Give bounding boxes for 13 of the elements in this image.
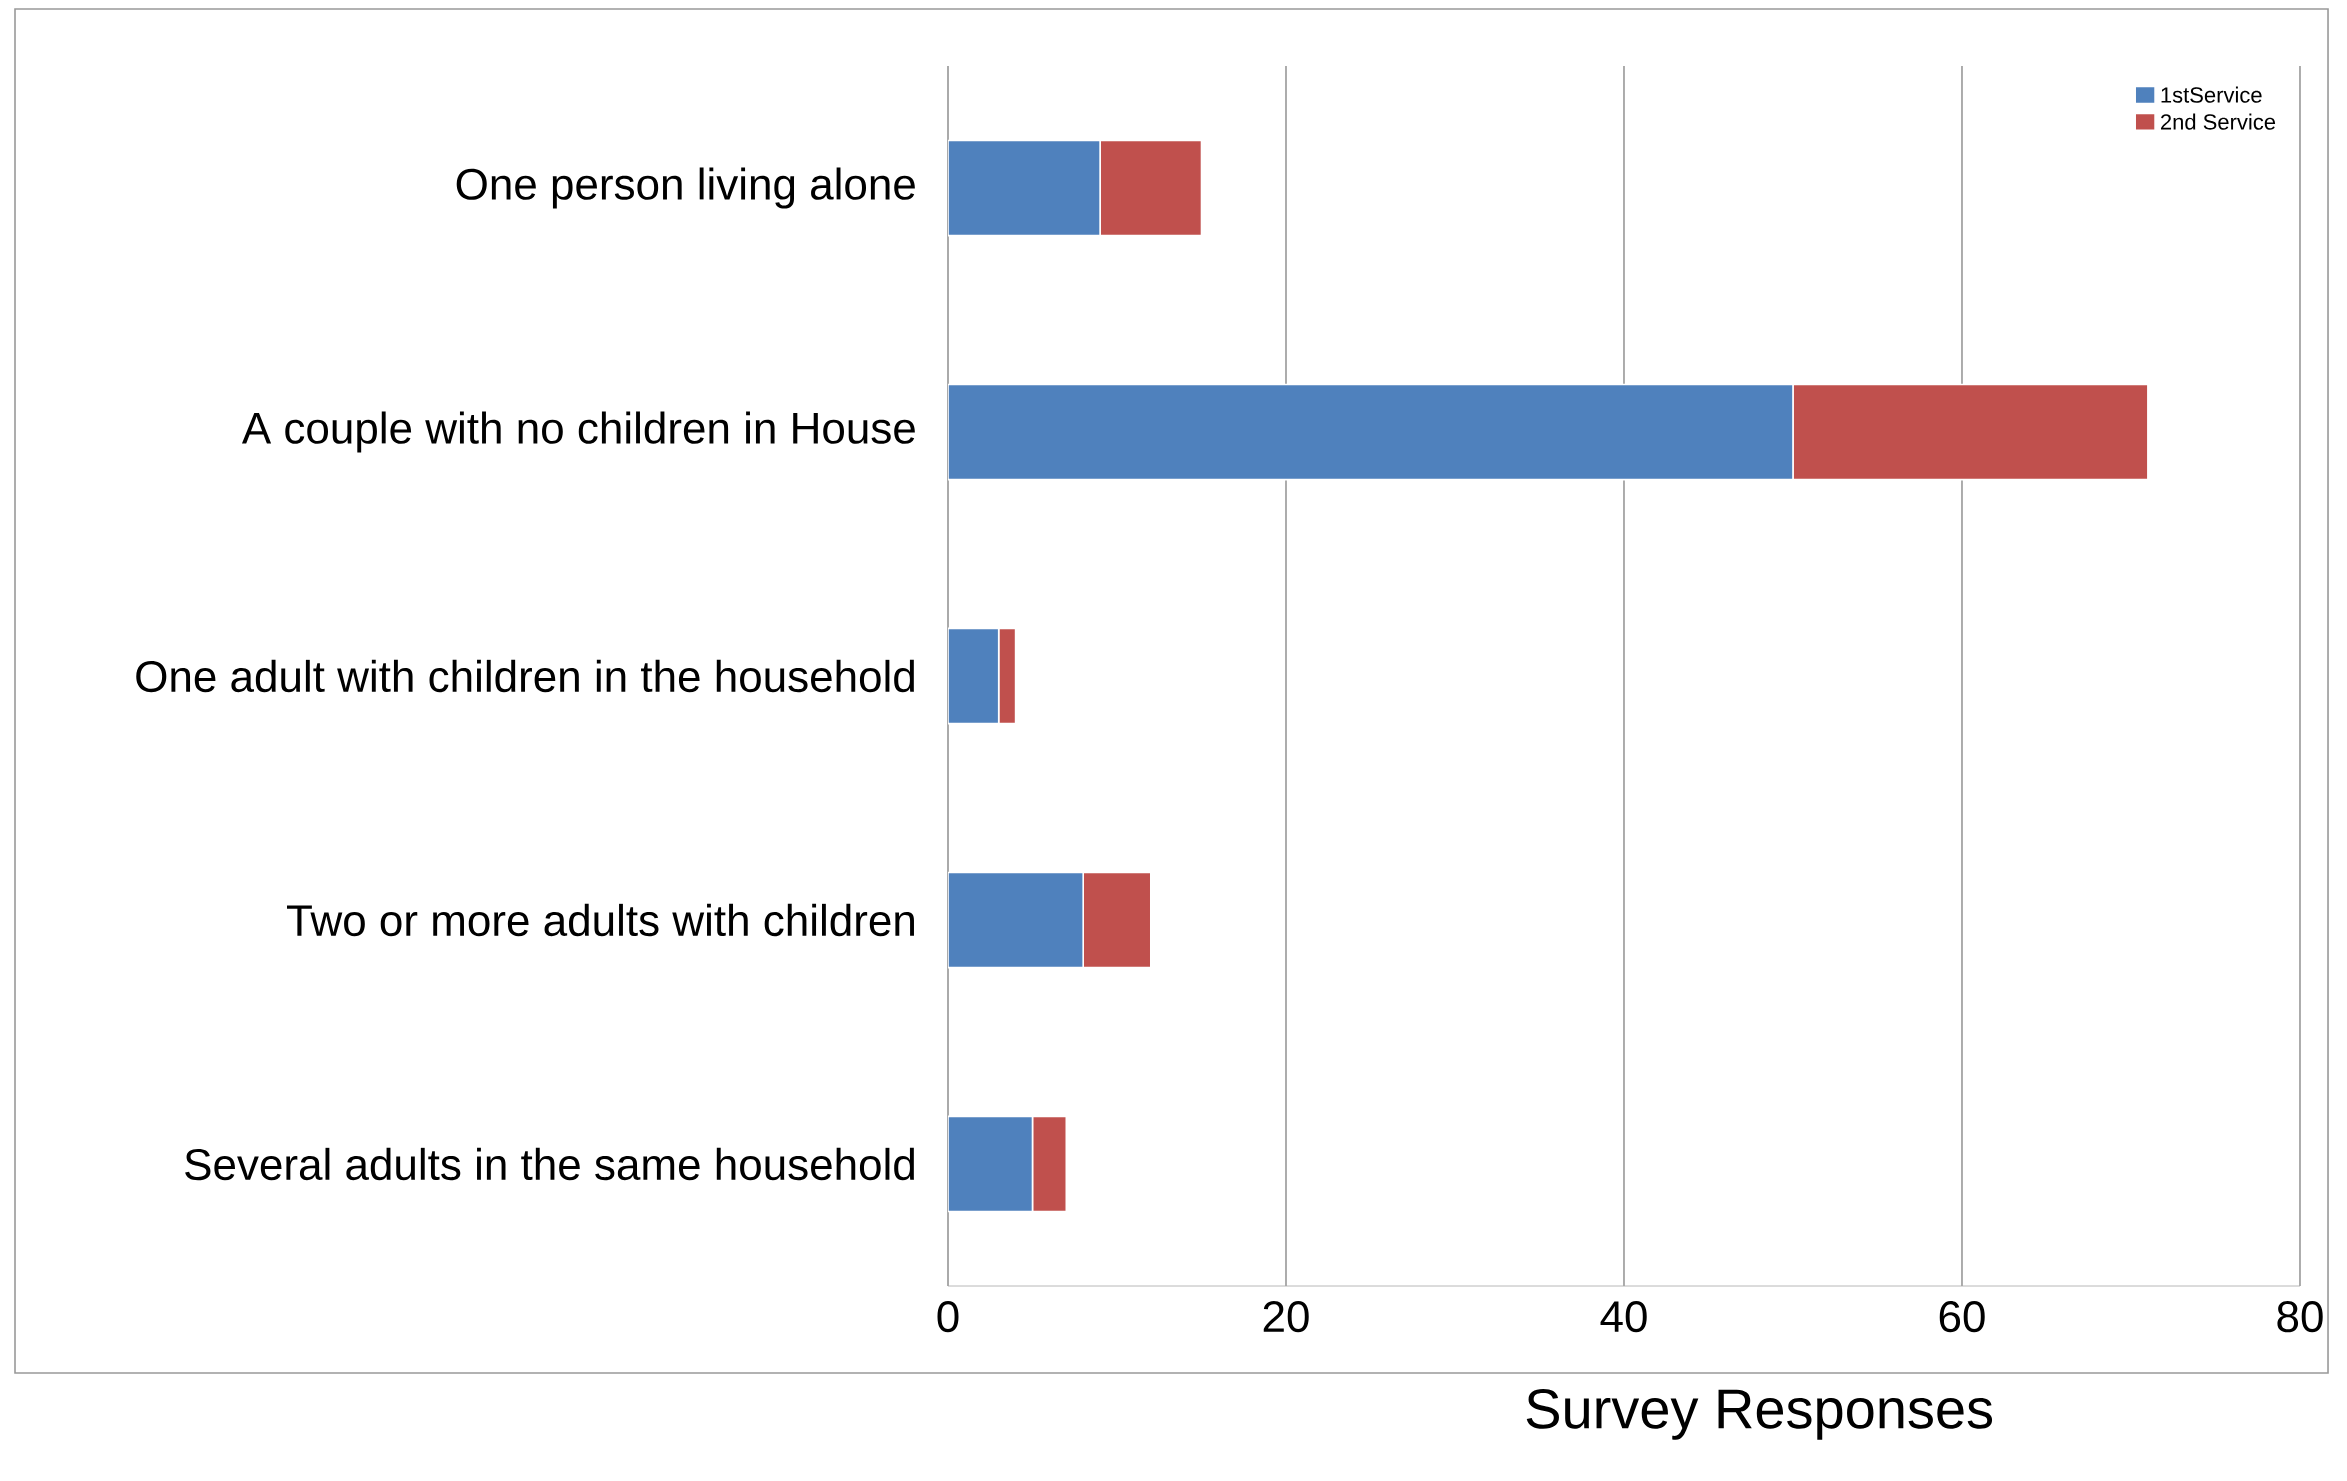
x-tick-label: 0 [937, 1301, 959, 1333]
y-tick-label: Several adults in the same household [185, 1147, 914, 1181]
legend-label: 1stService [2161, 86, 2262, 103]
y-tick-label: One adult with children in the household [136, 659, 914, 693]
y-tick-label: Two or more adults with children [287, 903, 914, 937]
x-tick-label: 20 [1263, 1301, 1309, 1333]
y-tick-label: A couple with no children in House [241, 411, 915, 453]
x-tick-label: 60 [1939, 1301, 1985, 1333]
x-axis-title: Survey Responses [1526, 1389, 1993, 1440]
legend-label: 2nd Service [2161, 113, 2276, 130]
x-tick-label: 80 [2277, 1301, 2323, 1333]
x-tick-label: 40 [1600, 1301, 1647, 1333]
y-tick-label: One person living alone [456, 167, 915, 209]
